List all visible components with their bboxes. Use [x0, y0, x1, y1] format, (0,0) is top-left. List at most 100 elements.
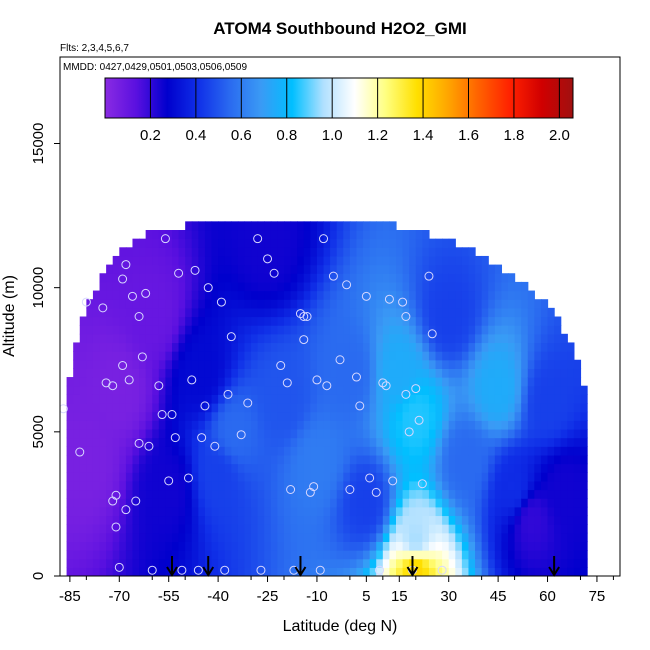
field-cell: [534, 394, 542, 404]
field-cell: [455, 377, 463, 387]
field-cell: [125, 515, 134, 525]
field-cell: [99, 316, 107, 326]
field-cell: [310, 446, 318, 456]
field-cell: [343, 403, 351, 413]
field-cell: [158, 420, 167, 430]
field-cell: [343, 273, 351, 283]
observation-point: [197, 433, 207, 443]
field-cell: [330, 428, 338, 439]
field-cell: [86, 428, 94, 439]
field-cell: [547, 532, 555, 542]
field-cell: [323, 255, 331, 266]
field-cell: [547, 403, 555, 413]
field-cell: [547, 454, 555, 465]
field-cell: [152, 550, 160, 560]
field-cell: [442, 238, 450, 248]
field-cell: [435, 541, 443, 551]
field-cell: [172, 385, 180, 395]
field-cell: [514, 567, 522, 576]
field-cell: [448, 480, 456, 491]
field-cell: [488, 532, 496, 542]
field-cell: [152, 524, 160, 534]
field-cell: [224, 377, 232, 387]
field-cell: [125, 333, 134, 344]
field-cell: [494, 403, 503, 413]
field-cell: [323, 342, 331, 352]
field-cell: [363, 567, 371, 576]
field-cell: [270, 385, 279, 395]
field-cell: [363, 351, 371, 361]
field-cell: [86, 524, 94, 534]
field-cell: [139, 247, 147, 257]
field-cell: [106, 558, 114, 568]
field-cell: [461, 368, 470, 378]
field-cell: [527, 437, 535, 447]
field-cell: [264, 403, 272, 413]
field-cell: [382, 506, 391, 517]
field-cell: [251, 454, 259, 465]
field-cell: [428, 550, 437, 560]
colorbar-tick-label: 0.8: [276, 127, 297, 144]
field-cell: [376, 567, 384, 576]
field-cell: [132, 550, 140, 560]
field-cell: [178, 558, 186, 568]
field-cell: [356, 290, 364, 300]
field-cell: [224, 472, 232, 482]
field-cell: [402, 255, 410, 266]
field-cell: [422, 368, 430, 378]
field-cell: [237, 558, 246, 568]
field-cell: [468, 394, 476, 404]
field-cell: [349, 316, 358, 326]
field-cell: [382, 541, 391, 551]
field-cell: [363, 264, 371, 274]
field-cell: [534, 506, 542, 517]
field-cell: [303, 541, 311, 551]
field-cell: [343, 524, 351, 534]
field-cell: [475, 428, 483, 439]
field-cell: [251, 351, 259, 361]
field-cell: [139, 550, 147, 560]
field-cell: [172, 316, 180, 326]
field-cell: [356, 299, 364, 309]
field-cell: [323, 333, 331, 344]
field-cell: [442, 368, 450, 378]
field-cell: [158, 403, 167, 413]
field-cell: [132, 558, 140, 568]
field-cell: [244, 524, 252, 534]
field-cell: [204, 428, 213, 439]
field-cell: [158, 385, 167, 395]
field-cell: [442, 290, 450, 300]
field-cell: [461, 532, 470, 542]
field-cell: [310, 532, 318, 542]
field-cell: [264, 264, 272, 274]
field-cell: [125, 472, 134, 482]
field-cell: [270, 454, 279, 465]
field-cell: [185, 541, 193, 551]
field-cell: [310, 342, 318, 352]
field-cell: [290, 420, 298, 430]
field-cell: [297, 463, 305, 473]
field-cell: [514, 463, 522, 473]
field-cell: [435, 524, 443, 534]
field-cell: [224, 333, 232, 344]
field-cell: [284, 299, 292, 309]
field-cell: [132, 541, 140, 551]
field-cell: [488, 437, 496, 447]
field-cell: [356, 342, 364, 352]
field-cell: [119, 515, 127, 525]
field-cell: [461, 411, 470, 421]
field-cell: [442, 506, 450, 517]
field-cell: [448, 532, 456, 542]
field-cell: [316, 411, 325, 421]
field-cell: [106, 489, 114, 499]
field-cell: [475, 394, 483, 404]
field-cell: [376, 558, 384, 568]
field-cell: [158, 524, 167, 534]
field-cell: [185, 377, 193, 387]
field-cell: [323, 394, 331, 404]
field-cell: [349, 281, 358, 292]
field-cell: [284, 480, 292, 491]
field-cell: [284, 255, 292, 266]
field-cell: [363, 342, 371, 352]
field-cell: [125, 454, 134, 465]
